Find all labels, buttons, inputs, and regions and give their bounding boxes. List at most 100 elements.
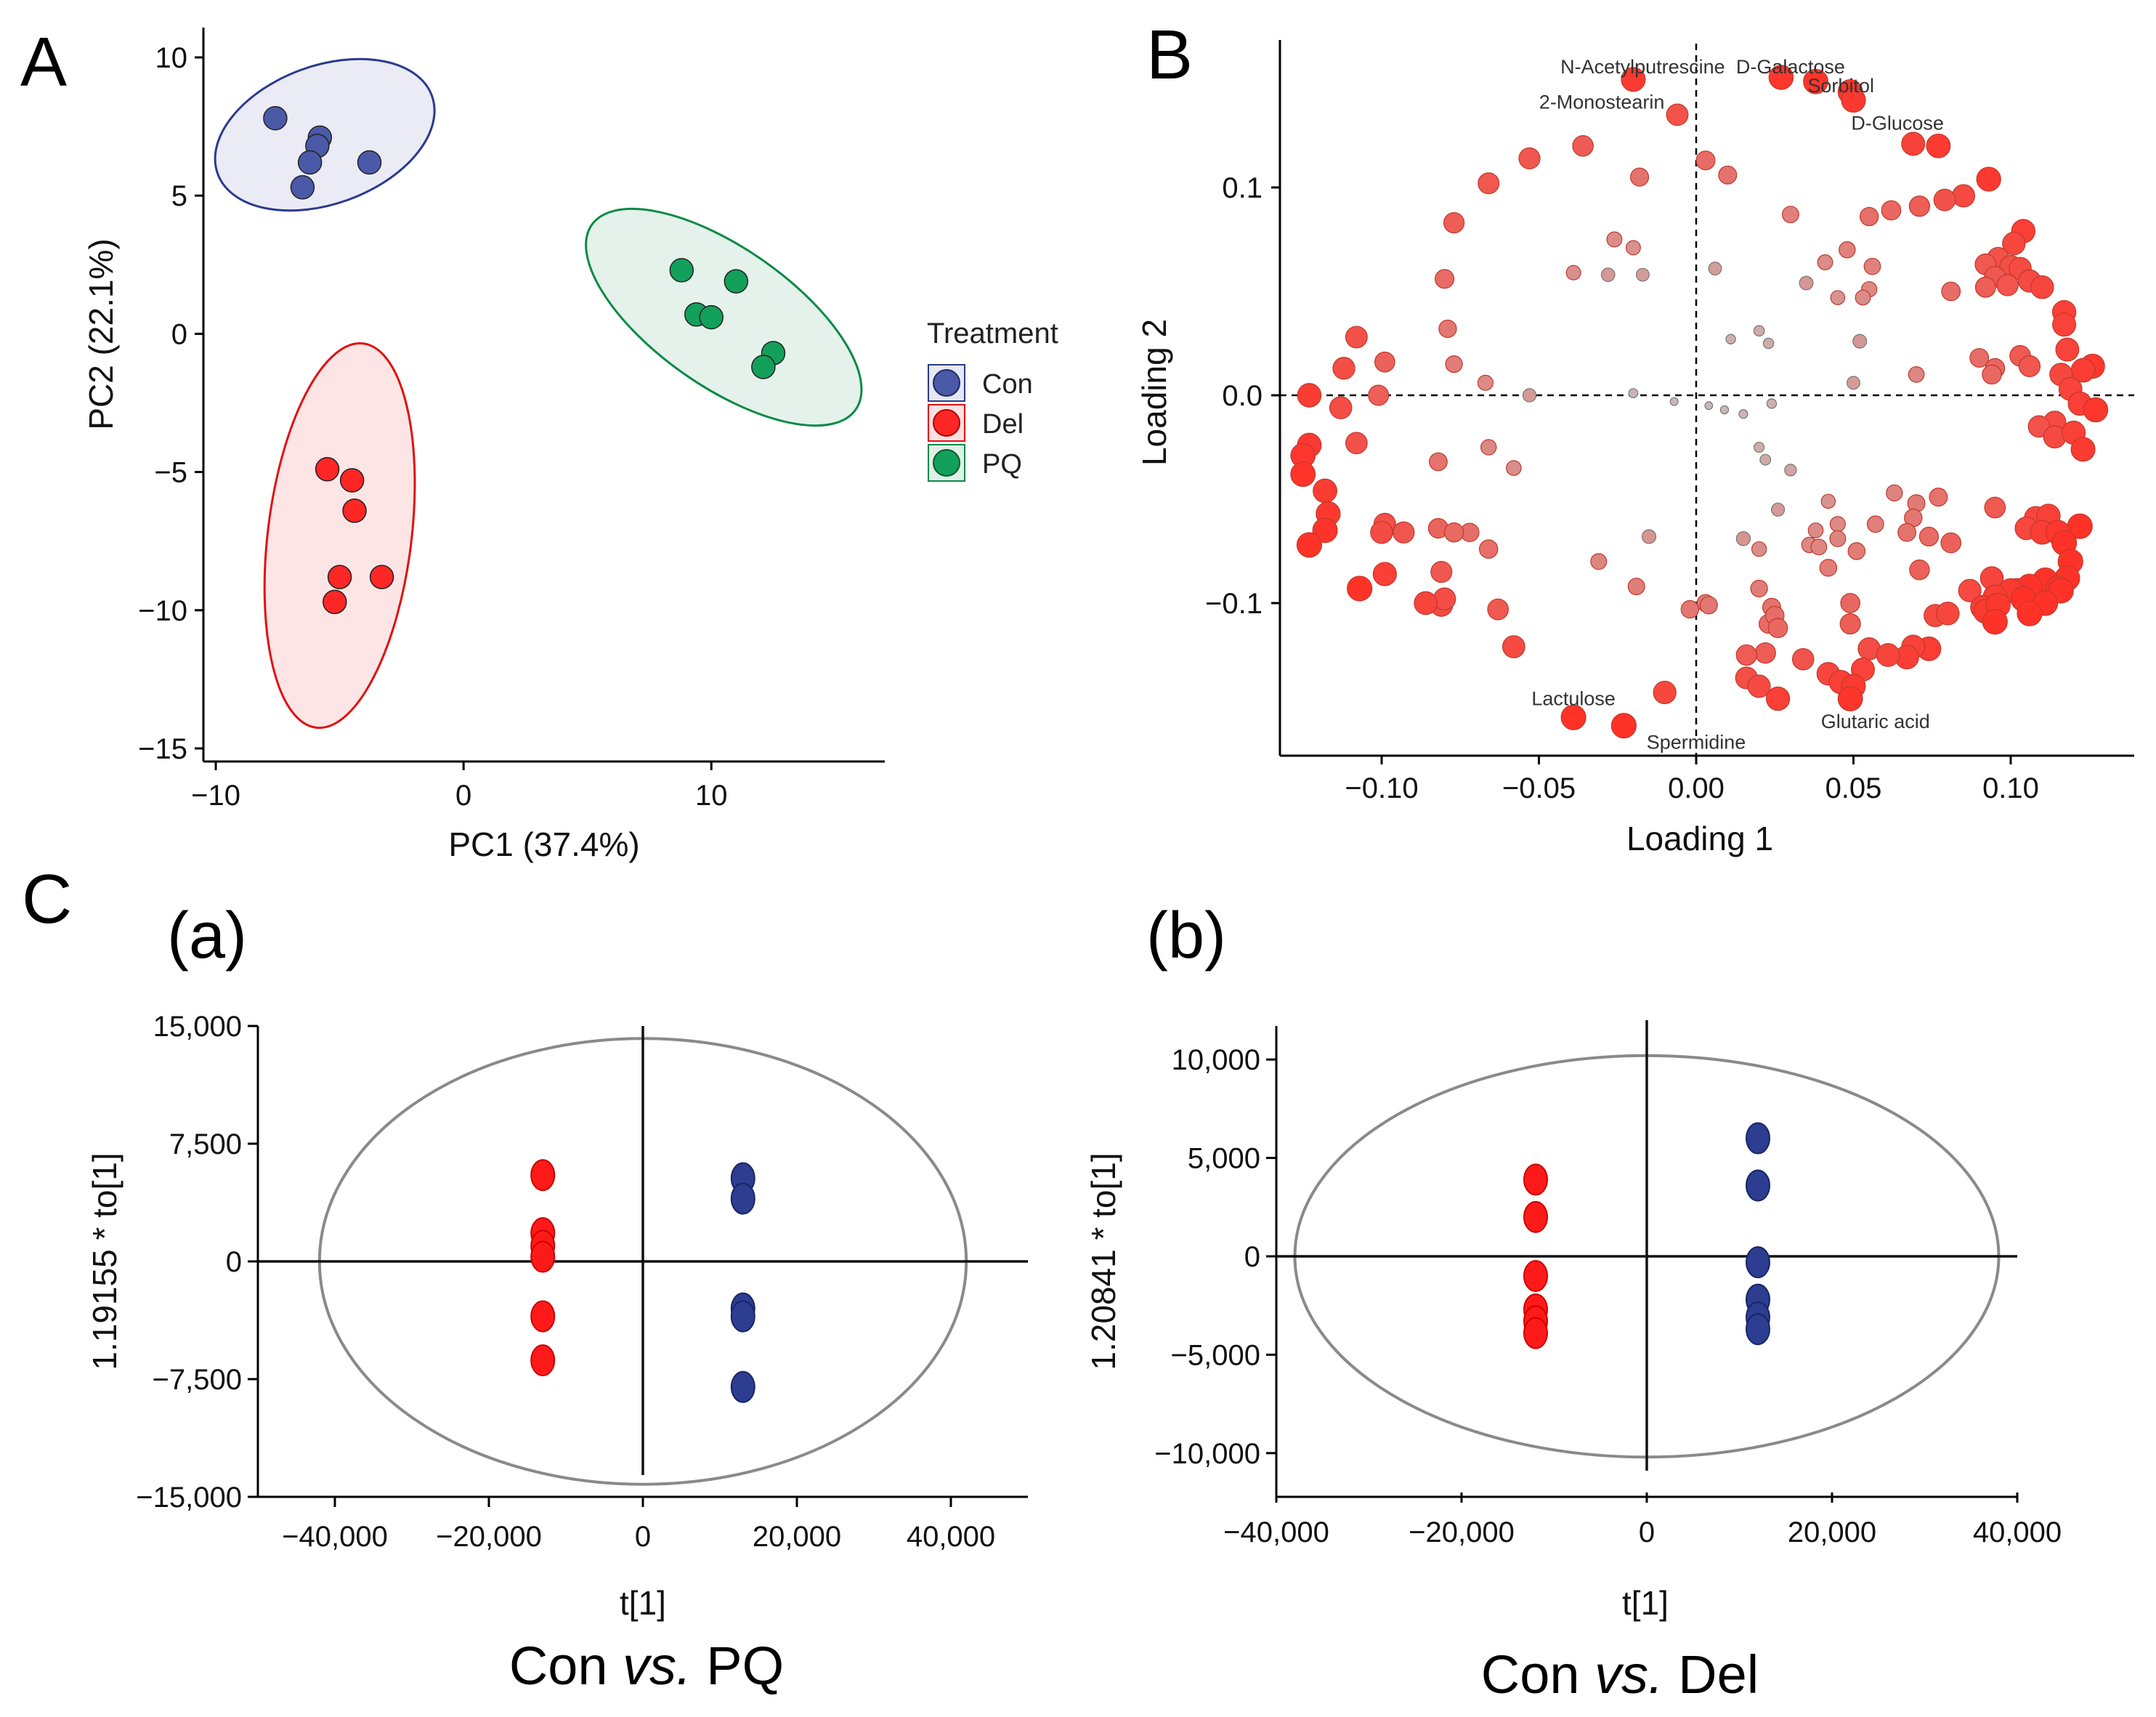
loading-point <box>1695 150 1716 171</box>
loading-point <box>1803 68 1828 94</box>
x-tick-label: 0.10 <box>1982 772 2039 804</box>
confidence-ellipses <box>214 57 863 730</box>
y-tick-label: −10,000 <box>1154 1438 1260 1470</box>
y-tick-label: −10 <box>138 595 187 627</box>
loading-point <box>1487 598 1509 621</box>
metabolite-label: D-Glucose <box>1851 112 1944 134</box>
y-tick-label: 0.0 <box>1222 380 1263 412</box>
loading-point <box>1653 680 1677 705</box>
y-tick-label: 7,500 <box>169 1128 242 1160</box>
point-pq <box>751 355 776 379</box>
loading-point <box>1886 484 1903 502</box>
loading-point <box>1430 561 1453 583</box>
x-ticks: −40,000 −20,000 0 20,000 40,000 <box>1223 1492 2062 1548</box>
loading-point <box>1839 241 1856 259</box>
point-con <box>357 150 382 175</box>
x-tick-label: 0 <box>635 1521 651 1553</box>
loading-point <box>1996 274 2019 296</box>
point-del <box>369 565 394 589</box>
origin-lines <box>258 1026 1028 1475</box>
loading-point <box>1606 231 1623 248</box>
loading-point <box>1830 290 1846 305</box>
point-del <box>1523 1317 1548 1349</box>
legend-item-del: Del <box>928 404 1024 442</box>
loading-point <box>1313 478 1337 504</box>
loading-point <box>1839 613 1861 635</box>
loading-point <box>1332 357 1355 380</box>
loading-point <box>1984 496 2006 519</box>
ellipse-del <box>263 342 416 730</box>
loading-point <box>1719 405 1730 415</box>
x-tick-label: −10 <box>191 780 240 812</box>
loading-point <box>1630 167 1650 187</box>
x-tick-label: 40,000 <box>1973 1516 2062 1548</box>
loading-point <box>1829 530 1847 547</box>
metabolite-label: Lactulose <box>1531 688 1616 710</box>
x-tick-label: 0 <box>455 780 471 812</box>
metabolite-label: Sorbitol <box>1807 75 1874 97</box>
comparison-label-con-vs-pq: Con vs. PQ <box>509 1636 784 1696</box>
loading-point <box>2030 275 2054 299</box>
y-tick-label: −5,000 <box>1171 1339 1260 1371</box>
metabolite-label: Glutaric acid <box>1821 711 1930 732</box>
legend-label-del: Del <box>982 409 1024 440</box>
x-tick-label: −40,000 <box>1223 1516 1329 1548</box>
x-tick-label: 40,000 <box>907 1521 995 1553</box>
x-tick-label: −40,000 <box>282 1521 388 1553</box>
loading-point <box>1969 348 1990 368</box>
loading-point <box>1855 289 1871 306</box>
loading-point <box>1704 401 1714 411</box>
subpanel-letter-a: (a) <box>167 900 247 972</box>
loading-point <box>1370 520 1393 544</box>
x-tick-label: 0.05 <box>1825 772 1882 804</box>
metabolite-label: D-Galactose <box>1736 56 1845 78</box>
y-tick-label: 0.1 <box>1222 172 1263 204</box>
loading-point <box>1751 541 1767 557</box>
point-del <box>1523 1200 1548 1233</box>
loading-point <box>1747 674 1771 698</box>
loading-point <box>1866 515 1884 533</box>
panel-letter-b: B <box>1146 16 1193 94</box>
y-tick-label: 0 <box>1244 1241 1260 1273</box>
loading-point <box>1841 87 1866 113</box>
x-ticks: −0.10 −0.05 0.00 0.05 0.10 <box>1345 756 2039 804</box>
y-axis-title: 1.19155 * to[1] <box>86 1152 123 1370</box>
legend-item-con: Con <box>928 364 1033 402</box>
loading-point <box>1590 553 1608 570</box>
x-axis-title: Loading 1 <box>1626 820 1773 857</box>
y-tick-label: −7,500 <box>153 1364 242 1396</box>
x-ticks: −40,000 −20,000 0 20,000 40,000 <box>282 1497 995 1553</box>
loading-point <box>1610 713 1637 739</box>
loading-point <box>1435 269 1455 289</box>
loading-point <box>1771 502 1786 517</box>
y-tick-label: −15 <box>138 733 187 765</box>
loading-point <box>1799 275 1814 291</box>
loading-point <box>1863 257 1881 275</box>
loading-point <box>1768 65 1794 90</box>
y-tick-label: 5 <box>171 180 187 212</box>
point-con <box>290 175 315 200</box>
loading-point <box>1345 326 1368 349</box>
loading-point <box>1296 532 1323 558</box>
point-con <box>1746 1122 1770 1155</box>
loading-point <box>1628 388 1639 399</box>
legend-label-con: Con <box>982 369 1033 400</box>
x-tick-label: −20,000 <box>436 1521 542 1553</box>
loading-point <box>1840 593 1860 613</box>
opls-da-plot-con-vs-pq: −40,000 −20,000 0 20,000 40,000 15,000 7,500 0… <box>86 1011 1028 1696</box>
point-del <box>339 468 365 493</box>
legend-marker-del <box>933 409 960 437</box>
legend-marker-pq <box>933 449 960 477</box>
loading-point <box>1738 409 1748 419</box>
comparison-post: PQ <box>692 1636 784 1696</box>
y-tick-label: 0 <box>226 1246 242 1278</box>
loading-point <box>1754 441 1765 453</box>
y-tick-label: −5 <box>154 457 187 489</box>
loading-point <box>1958 578 1982 602</box>
loading-point <box>1708 262 1722 275</box>
legend-label-pq: PQ <box>982 449 1022 480</box>
loading-point <box>1445 355 1463 373</box>
x-tick-label: 20,000 <box>1788 1516 1876 1548</box>
